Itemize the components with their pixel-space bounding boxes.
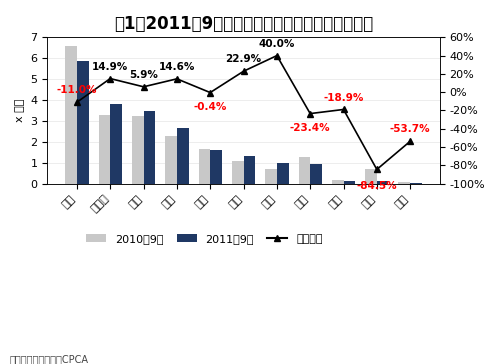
Text: -0.4%: -0.4% (194, 102, 227, 112)
Title: 图1：2011年9月传统自主品牌乘用车销量及其增速: 图1：2011年9月传统自主品牌乘用车销量及其增速 (114, 15, 373, 33)
Text: 来源：盖世汽车网，CPCA: 来源：盖世汽车网，CPCA (10, 354, 89, 364)
同比增长 (240, 69, 246, 74)
Bar (265, 169, 277, 183)
Bar (198, 149, 210, 183)
Bar (65, 46, 77, 183)
同比增长 (307, 111, 313, 116)
Bar (277, 163, 288, 183)
同比增长 (407, 139, 413, 143)
Text: -23.4%: -23.4% (290, 123, 331, 133)
同比增长 (140, 84, 146, 89)
Line: 同比增长: 同比增长 (74, 53, 413, 172)
Bar (377, 181, 388, 183)
同比增长 (107, 76, 113, 81)
Bar (232, 161, 243, 183)
Bar (165, 135, 177, 183)
Text: -84.5%: -84.5% (356, 181, 397, 191)
Text: 40.0%: 40.0% (258, 39, 295, 49)
同比增长 (174, 77, 180, 81)
Text: -53.7%: -53.7% (390, 124, 430, 134)
Bar (177, 128, 188, 183)
Bar (298, 158, 310, 183)
Bar (210, 150, 222, 183)
Text: -11.0%: -11.0% (56, 85, 97, 95)
同比增长 (374, 167, 380, 172)
同比增长 (274, 54, 280, 58)
同比增长 (340, 107, 346, 112)
Bar (244, 156, 255, 183)
Bar (98, 115, 110, 183)
Bar (332, 181, 344, 183)
Bar (310, 164, 322, 183)
同比增长 (74, 100, 80, 104)
Text: -18.9%: -18.9% (324, 92, 364, 103)
Bar (77, 61, 88, 183)
Text: 5.9%: 5.9% (129, 70, 158, 80)
Text: 14.6%: 14.6% (158, 62, 195, 72)
同比增长 (207, 90, 213, 95)
Text: 14.9%: 14.9% (92, 62, 128, 72)
Bar (110, 104, 122, 183)
Bar (144, 111, 155, 183)
Y-axis label: x 万辆: x 万辆 (15, 99, 25, 122)
Legend: 2010年9月, 2011年9月, 同比增长: 2010年9月, 2011年9月, 同比增长 (82, 229, 327, 248)
Bar (344, 181, 355, 183)
Text: 22.9%: 22.9% (226, 54, 262, 64)
Bar (398, 182, 410, 183)
Bar (132, 116, 143, 183)
Bar (365, 169, 377, 183)
